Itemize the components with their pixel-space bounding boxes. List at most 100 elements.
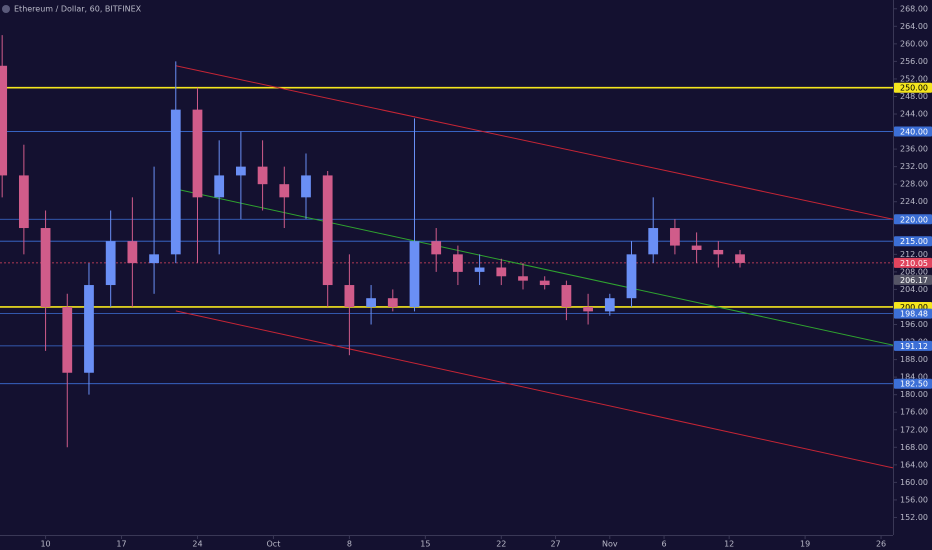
price-tag bbox=[894, 257, 932, 268]
y-tick-label: 156.00 bbox=[900, 495, 928, 504]
candle-body bbox=[18, 175, 29, 229]
x-tick-label: Oct bbox=[267, 540, 281, 549]
trend-line bbox=[175, 310, 894, 469]
x-tick-label: 10 bbox=[40, 540, 50, 549]
y-tick-label: 152.00 bbox=[900, 513, 928, 522]
candle-body bbox=[691, 245, 702, 250]
y-tick-label: 160.00 bbox=[900, 478, 928, 487]
price-tag bbox=[894, 378, 932, 389]
candle-body bbox=[583, 306, 593, 312]
y-tick-label: 184.00 bbox=[900, 373, 928, 382]
candle-body bbox=[409, 241, 420, 307]
y-tick-label: 260.00 bbox=[900, 39, 928, 48]
candle-body bbox=[170, 109, 181, 255]
price-tag-label: 250.00 bbox=[900, 84, 928, 93]
price-tag-label: 191.12 bbox=[900, 342, 928, 351]
candle-body bbox=[105, 241, 116, 286]
x-tick-label: 24 bbox=[192, 540, 202, 549]
candle-body bbox=[192, 109, 203, 198]
y-tick-label: 168.00 bbox=[900, 443, 928, 452]
candle-body bbox=[604, 298, 615, 312]
candle-body bbox=[235, 166, 246, 176]
candle-body bbox=[84, 285, 94, 373]
candle-body bbox=[735, 254, 745, 263]
y-tick-label: 212.00 bbox=[900, 250, 928, 259]
chart-title: Ethereum / Dollar, 60, BITFINEX bbox=[14, 5, 142, 14]
price-tag bbox=[894, 236, 932, 247]
y-tick-label: 244.00 bbox=[900, 110, 928, 119]
y-tick-label: 204.00 bbox=[900, 285, 928, 294]
price-tag bbox=[894, 126, 932, 137]
candle-body bbox=[431, 241, 442, 255]
y-tick-label: 252.00 bbox=[900, 74, 928, 83]
candle-body bbox=[453, 254, 463, 272]
candle-body bbox=[344, 285, 355, 307]
candle-body bbox=[474, 267, 485, 272]
y-tick-label: 164.00 bbox=[900, 460, 928, 469]
y-tick-label: 248.00 bbox=[900, 92, 928, 101]
plot-area bbox=[0, 35, 894, 469]
candle-body bbox=[322, 175, 333, 286]
candle-body bbox=[127, 241, 138, 264]
candle-body bbox=[366, 298, 376, 307]
candle-body bbox=[40, 228, 51, 307]
price-tag-label: 182.50 bbox=[900, 380, 928, 389]
price-tag-label: 220.00 bbox=[900, 215, 928, 224]
candle-body bbox=[518, 276, 528, 281]
trend-line bbox=[175, 65, 894, 220]
price-tag bbox=[894, 82, 932, 93]
y-tick-label: 172.00 bbox=[900, 425, 928, 434]
y-tick-label: 176.00 bbox=[900, 408, 928, 417]
y-tick-label: 196.00 bbox=[900, 320, 928, 329]
candle-body bbox=[214, 175, 225, 198]
price-tag-label: 210.05 bbox=[900, 259, 928, 268]
x-tick-label: 26 bbox=[876, 540, 886, 549]
symbol-logo bbox=[2, 5, 10, 13]
candle-body bbox=[279, 184, 290, 198]
y-tick-label: 264.00 bbox=[900, 22, 928, 31]
x-tick-label: 6 bbox=[662, 540, 667, 549]
candle-body bbox=[0, 65, 8, 176]
candle-body bbox=[496, 267, 507, 277]
x-tick-label: 27 bbox=[550, 540, 560, 549]
candle-body bbox=[62, 306, 73, 373]
y-tick-label: 228.00 bbox=[900, 180, 928, 189]
x-tick-label: 22 bbox=[496, 540, 506, 549]
candle-body bbox=[257, 166, 268, 185]
price-tag bbox=[894, 340, 932, 351]
price-tag-label: 198.48 bbox=[900, 310, 928, 319]
trend-line bbox=[175, 188, 894, 346]
y-tick-label: 232.00 bbox=[900, 162, 928, 171]
price-tag bbox=[894, 214, 932, 225]
x-tick-label: 17 bbox=[116, 540, 126, 549]
candle-body bbox=[561, 285, 572, 307]
x-tick-label: 15 bbox=[420, 540, 430, 549]
candle-body bbox=[387, 298, 398, 307]
candle-body bbox=[301, 175, 311, 198]
y-tick-label: 256.00 bbox=[900, 57, 928, 66]
price-tag-label: 200.00 bbox=[900, 303, 928, 312]
candle-body bbox=[648, 228, 659, 255]
x-tick-label: 8 bbox=[347, 540, 352, 549]
x-tick-label: 12 bbox=[724, 540, 734, 549]
x-tick-label: Nov bbox=[602, 540, 618, 549]
y-tick-label: 268.00 bbox=[900, 4, 928, 13]
y-tick-label: 188.00 bbox=[900, 355, 928, 364]
price-tag bbox=[894, 274, 932, 285]
candle-body bbox=[713, 249, 724, 255]
y-tick-label: 236.00 bbox=[900, 145, 928, 154]
candle-body bbox=[149, 254, 159, 264]
y-tick-label: 180.00 bbox=[900, 390, 928, 399]
candle-body bbox=[626, 254, 637, 299]
price-tag-label: 215.00 bbox=[900, 237, 928, 246]
y-tick-label: 208.00 bbox=[900, 267, 928, 276]
y-tick-label: 224.00 bbox=[900, 197, 928, 206]
price-tag bbox=[894, 308, 932, 319]
candle-body bbox=[539, 280, 550, 286]
price-tag-label: 240.00 bbox=[900, 128, 928, 137]
price-tag-label: 206.17 bbox=[900, 276, 928, 285]
x-tick-label: 19 bbox=[800, 540, 810, 549]
candle-body bbox=[670, 228, 680, 246]
